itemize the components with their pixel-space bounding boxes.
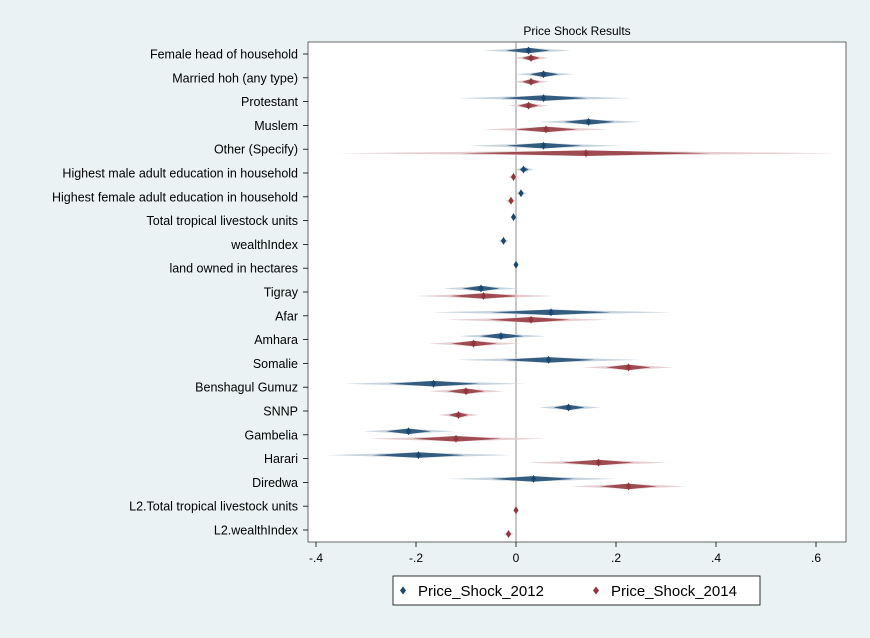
- x-tick-label: -.4: [309, 551, 323, 565]
- point-estimate-Price_Shock_2014: [528, 315, 534, 324]
- point-estimate-Price_Shock_2014: [513, 506, 519, 515]
- point-estimate-Price_Shock_2012: [513, 260, 519, 269]
- point-estimate-Price_Shock_2014: [471, 339, 476, 348]
- point-estimate-Price_Shock_2014: [456, 411, 461, 419]
- y-category-label: Total tropical livestock units: [147, 214, 298, 228]
- point-estimate-Price_Shock_2012: [546, 355, 551, 364]
- point-estimate-Price_Shock_2012: [406, 427, 411, 436]
- x-tick-label: .6: [811, 551, 821, 565]
- point-estimate-Price_Shock_2014: [453, 434, 459, 443]
- y-category-label: Muslem: [254, 119, 298, 133]
- point-estimate-Price_Shock_2012: [518, 189, 524, 198]
- point-estimate-Price_Shock_2014: [526, 101, 531, 110]
- y-category-label: Highest female adult education in househ…: [52, 190, 298, 204]
- y-category-label: SNNP: [263, 405, 298, 419]
- point-estimate-Price_Shock_2012: [511, 213, 516, 222]
- y-category-label: Diredwa: [252, 476, 298, 490]
- chart-title: Price Shock Results: [523, 24, 630, 38]
- y-category-label: Afar: [275, 309, 298, 323]
- point-estimate-Price_Shock_2012: [431, 379, 436, 388]
- y-category-label: Gambelia: [245, 428, 299, 442]
- point-estimate-Price_Shock_2014: [481, 292, 486, 300]
- y-category-label: Protestant: [241, 95, 299, 109]
- point-estimate-Price_Shock_2014: [463, 387, 469, 396]
- x-tick-label: 0: [513, 551, 520, 565]
- y-category-label: wealthIndex: [230, 238, 298, 252]
- point-estimate-Price_Shock_2012: [531, 474, 536, 483]
- legend-box: [392, 575, 761, 606]
- point-estimate-Price_Shock_2014: [626, 363, 631, 372]
- y-category-label: Benshagul Gumuz: [195, 381, 298, 395]
- y-category-label: Tigray: [264, 286, 299, 300]
- point-estimate-Price_Shock_2014: [528, 77, 534, 86]
- point-estimate-Price_Shock_2012: [541, 141, 546, 150]
- point-estimate-Price_Shock_2014: [583, 149, 589, 158]
- y-category-label: Harari: [264, 452, 298, 466]
- point-estimate-Price_Shock_2012: [416, 451, 421, 460]
- point-estimate-Price_Shock_2012: [501, 236, 506, 245]
- y-category-label: L2.wealthIndex: [214, 524, 299, 538]
- y-category-label: L2.Total tropical livestock units: [129, 500, 298, 514]
- x-tick-label: .2: [611, 551, 621, 565]
- y-category-label: land owned in hectares: [169, 262, 298, 276]
- y-category-label: Female head of household: [150, 48, 298, 62]
- point-estimate-Price_Shock_2014: [596, 458, 601, 467]
- point-estimate-Price_Shock_2012: [478, 284, 484, 293]
- point-estimate-Price_Shock_2014: [528, 54, 534, 62]
- point-estimate-Price_Shock_2012: [586, 117, 591, 126]
- point-estimate-Price_Shock_2012: [526, 46, 531, 55]
- legend-label-2012: Price_Shock_2012: [418, 583, 544, 600]
- point-estimate-Price_Shock_2014: [508, 196, 514, 205]
- legend-label-2014: Price_Shock_2014: [611, 583, 737, 600]
- point-estimate-Price_Shock_2014: [626, 482, 631, 491]
- point-estimate-Price_Shock_2014: [506, 530, 511, 538]
- legend: Price_Shock_2012 Price_Shock_2014: [392, 575, 761, 606]
- y-category-label: Highest male adult education in househol…: [62, 167, 298, 181]
- plot-area: [307, 41, 847, 543]
- legend-marker-2014: [593, 586, 599, 595]
- y-category-label: Somalie: [253, 357, 298, 371]
- point-estimate-Price_Shock_2014: [543, 125, 549, 134]
- y-category-label: Other (Specify): [214, 143, 298, 157]
- x-tick-label: .4: [711, 551, 721, 565]
- point-estimate-Price_Shock_2012: [521, 165, 526, 174]
- point-estimate-Price_Shock_2012: [548, 308, 554, 317]
- legend-marker-2012: [400, 586, 406, 595]
- point-estimate-Price_Shock_2012: [498, 332, 504, 341]
- y-category-label: Married hoh (any type): [172, 71, 298, 85]
- y-category-label: Amhara: [254, 333, 298, 347]
- point-estimate-Price_Shock_2012: [566, 403, 571, 412]
- point-estimate-Price_Shock_2012: [541, 70, 546, 79]
- point-estimate-Price_Shock_2012: [541, 94, 546, 103]
- point-estimate-Price_Shock_2014: [511, 173, 516, 181]
- x-tick-label: -.2: [409, 551, 423, 565]
